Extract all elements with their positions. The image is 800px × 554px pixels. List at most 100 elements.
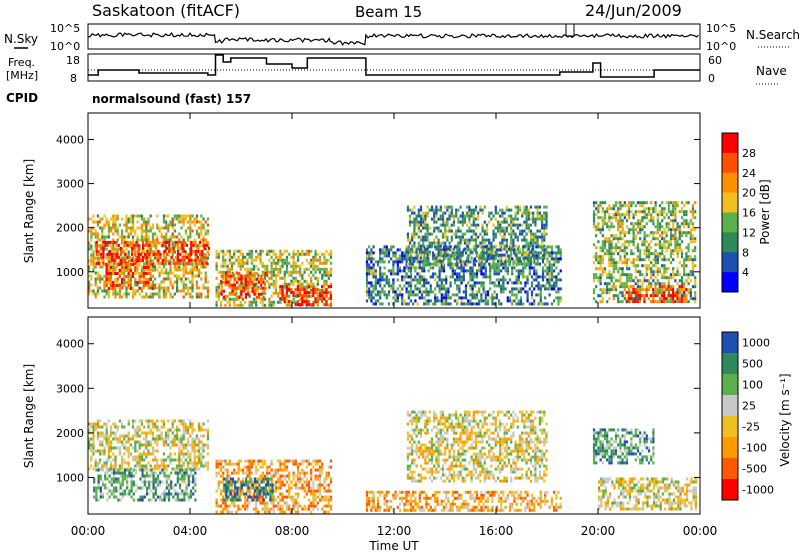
heatmap-cell [685, 213, 688, 217]
heatmap-cell [550, 257, 553, 261]
heatmap-cell [623, 282, 626, 286]
heatmap-cell [413, 223, 416, 227]
heatmap-cell [674, 219, 677, 223]
heatmap-cell [285, 282, 289, 286]
heatmap-cell [592, 201, 596, 205]
heatmap-cell [466, 214, 469, 218]
colorbar-segment [722, 172, 738, 193]
heatmap-cell [650, 261, 653, 265]
heatmap-cell [151, 287, 154, 290]
heatmap-cell [374, 302, 377, 306]
heatmap-cell [288, 294, 291, 298]
heatmap-cell [145, 295, 148, 299]
heatmap-cell [499, 223, 502, 227]
heatmap-cell [198, 262, 201, 266]
heatmap-cell [181, 243, 184, 247]
heatmap-cell [392, 263, 395, 267]
heatmap-cell [548, 251, 551, 255]
heatmap-cell [136, 289, 139, 293]
heatmap-cell [407, 284, 410, 288]
heatmap-cell [253, 286, 256, 290]
heatmap-cell [489, 296, 492, 300]
heatmap-cell [610, 252, 613, 256]
heatmap-cell [630, 240, 633, 244]
colorbar-tick-label: 24 [742, 167, 756, 180]
freq-label-1: Freq. [8, 56, 35, 69]
heatmap-cell [453, 278, 457, 282]
heatmap-cell [396, 260, 399, 264]
heatmap-cell [151, 437, 154, 441]
heatmap-cell [130, 249, 134, 253]
heatmap-cell [672, 249, 675, 253]
heatmap-cell [418, 278, 421, 282]
heatmap-cell [143, 425, 146, 429]
heatmap-cell [425, 281, 428, 285]
heatmap-cell [318, 255, 322, 259]
heatmap-cell [470, 211, 473, 215]
heatmap-cell [143, 437, 146, 441]
heatmap-cell [526, 278, 529, 282]
heatmap-cell [479, 259, 482, 263]
heatmap-cell [456, 287, 459, 291]
heatmap-cell [645, 255, 648, 259]
heatmap-cell [407, 245, 410, 249]
heatmap-cell [630, 294, 633, 298]
heatmap-cell [127, 440, 130, 444]
heatmap-cell [90, 283, 93, 287]
heatmap-cell [515, 287, 518, 291]
heatmap-cell [244, 277, 247, 281]
heatmap-cell [439, 241, 442, 245]
heatmap-cell [623, 294, 626, 298]
heatmap-cell [529, 235, 533, 239]
heatmap-cell [403, 266, 406, 270]
heatmap-cell [387, 281, 391, 285]
heatmap-cell [154, 422, 157, 426]
heatmap-cell [612, 264, 615, 268]
heatmap-cell [436, 284, 439, 288]
heatmap-cell [614, 279, 618, 283]
heatmap-cell [370, 281, 373, 285]
heatmap-cell [661, 252, 664, 256]
heatmap-cell [134, 446, 137, 450]
heatmap-cell [650, 231, 653, 235]
heatmap-cell [138, 455, 141, 459]
heatmap-cell [116, 238, 119, 242]
heatmap-cell [625, 285, 629, 289]
heatmap-cell [461, 232, 464, 236]
heatmap-cell [486, 299, 490, 303]
heatmap-cell [101, 235, 104, 239]
heatmap-cell [124, 252, 127, 256]
heatmap-cell [374, 260, 377, 264]
heatmap-cell [425, 302, 428, 306]
heatmap-cell [94, 235, 97, 239]
heatmap-cell [133, 243, 136, 247]
heatmap-cell [507, 223, 511, 227]
heatmap-cell [90, 274, 93, 278]
heatmap-cell [656, 267, 659, 271]
heatmap-cell [285, 249, 289, 253]
heatmap-cell [99, 286, 102, 290]
heatmap-cell [406, 247, 409, 251]
heatmap-cell [162, 253, 165, 257]
heatmap-cell [136, 263, 139, 266]
heatmap-cell [462, 266, 465, 270]
heatmap-cell [314, 291, 317, 295]
heatmap-cell [691, 261, 695, 265]
heatmap-cell [120, 278, 124, 281]
heatmap-cell [592, 216, 596, 220]
heatmap-cell [592, 210, 596, 214]
heatmap-cell [491, 266, 494, 270]
heatmap-cell [623, 213, 626, 217]
heatmap-cell [190, 246, 193, 250]
heatmap-cell [621, 273, 624, 277]
heatmap-cell [453, 269, 457, 273]
heatmap-cell [94, 458, 97, 462]
heatmap-cell [192, 249, 195, 253]
heatmap-cell [132, 455, 135, 459]
heatmap-cell [608, 219, 611, 223]
heatmap-cell [230, 267, 234, 271]
heatmap-cell [532, 238, 535, 242]
heatmap-cell [511, 287, 514, 291]
heatmap-cell [233, 252, 236, 256]
freq-panel-frame [87, 53, 701, 82]
